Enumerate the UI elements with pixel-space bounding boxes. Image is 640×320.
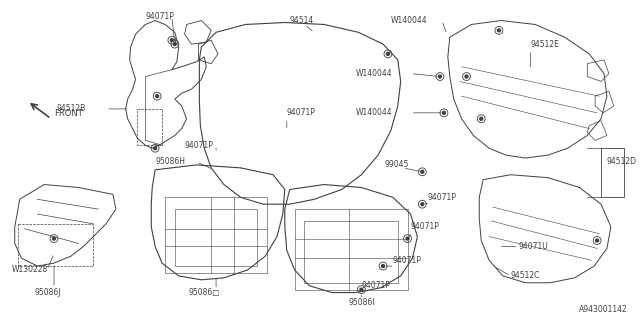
Text: W130228: W130228 bbox=[12, 266, 48, 275]
Text: 94071P: 94071P bbox=[145, 12, 174, 21]
Text: 94512B: 94512B bbox=[57, 104, 86, 113]
Text: 94512C: 94512C bbox=[511, 271, 540, 280]
Text: 95086H: 95086H bbox=[155, 157, 185, 166]
Circle shape bbox=[497, 29, 500, 32]
Text: W140044: W140044 bbox=[355, 69, 392, 78]
Circle shape bbox=[156, 95, 159, 98]
Text: 94071P: 94071P bbox=[184, 141, 214, 150]
Text: FRONT: FRONT bbox=[54, 109, 83, 118]
Circle shape bbox=[154, 147, 157, 150]
Text: 94071P: 94071P bbox=[410, 222, 440, 231]
Circle shape bbox=[596, 239, 598, 242]
Circle shape bbox=[421, 170, 424, 173]
Text: 94514: 94514 bbox=[290, 16, 314, 25]
Circle shape bbox=[387, 52, 389, 55]
Text: 95086I: 95086I bbox=[349, 298, 375, 307]
Text: 99045: 99045 bbox=[385, 160, 410, 169]
Circle shape bbox=[480, 117, 483, 120]
Text: 94512D: 94512D bbox=[607, 157, 637, 166]
Text: 95086□: 95086□ bbox=[189, 288, 220, 297]
Circle shape bbox=[442, 111, 445, 114]
Text: 94512E: 94512E bbox=[531, 40, 559, 49]
Circle shape bbox=[173, 43, 176, 45]
Circle shape bbox=[381, 265, 385, 268]
Circle shape bbox=[406, 237, 409, 240]
Circle shape bbox=[170, 39, 173, 42]
Circle shape bbox=[465, 75, 468, 78]
Text: W140044: W140044 bbox=[391, 16, 428, 25]
Text: A943001142: A943001142 bbox=[579, 305, 628, 314]
Text: 94071U: 94071U bbox=[518, 242, 548, 251]
Text: 95086J: 95086J bbox=[35, 288, 61, 297]
Text: W140044: W140044 bbox=[355, 108, 392, 117]
Text: 94071P: 94071P bbox=[393, 256, 422, 265]
Text: 94071P: 94071P bbox=[362, 281, 390, 290]
Text: 94071P: 94071P bbox=[287, 108, 316, 117]
Circle shape bbox=[421, 203, 424, 206]
Circle shape bbox=[52, 237, 56, 240]
Circle shape bbox=[438, 75, 442, 78]
Text: 94071P: 94071P bbox=[428, 193, 456, 202]
Circle shape bbox=[360, 288, 363, 291]
